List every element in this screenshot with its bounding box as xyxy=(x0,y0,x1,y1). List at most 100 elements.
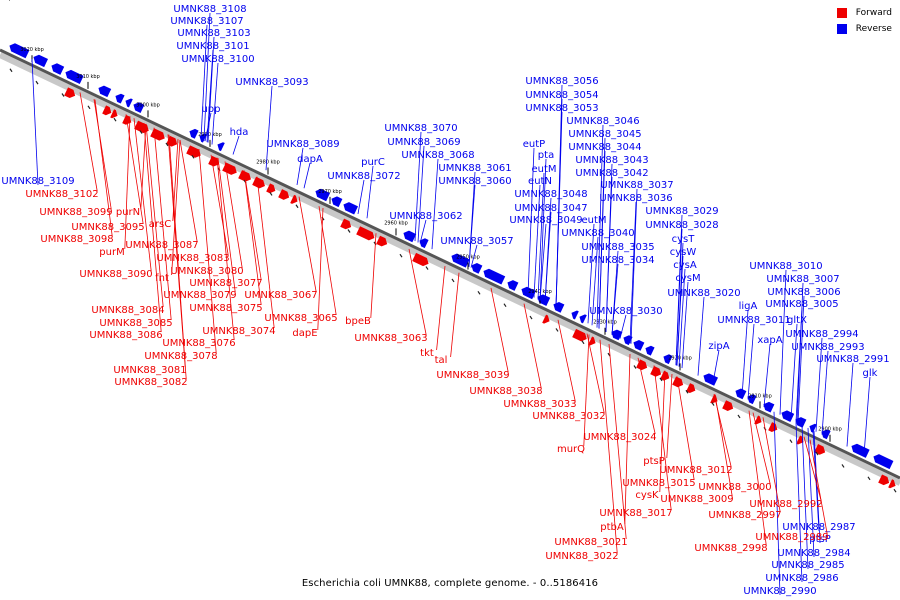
label-leader-line xyxy=(318,206,337,316)
map-caption: Escherichia coli UMNK88, complete genome… xyxy=(301,578,599,589)
reverse-gene xyxy=(821,429,831,440)
reverse-gene-label: UMNK88_3109 xyxy=(1,176,74,187)
label-leader-line xyxy=(544,211,552,303)
forward-gene-label: purN xyxy=(116,207,140,218)
forward-gene-label: UMNK88_3084 xyxy=(91,305,164,316)
kbp-tick-label: 2990 kbp xyxy=(198,132,222,138)
reverse-gene-label: UMNK88_3042 xyxy=(575,168,648,179)
reverse-swatch xyxy=(836,24,847,34)
reverse-gene xyxy=(51,63,65,75)
label-leader-line xyxy=(611,263,619,335)
label-leader-line xyxy=(659,370,666,493)
forward-gene xyxy=(814,444,826,455)
label-leader-line xyxy=(762,417,781,513)
label-leader-line xyxy=(490,287,509,373)
reverse-gene-label: UMNK88_3072 xyxy=(327,171,400,182)
forward-gene-label: UMNK88_2992 xyxy=(749,499,822,510)
label-leader-line xyxy=(629,201,637,344)
label-leader-line xyxy=(605,176,613,332)
label-leader-line xyxy=(586,333,605,414)
reverse-gene xyxy=(521,286,537,300)
lower-mark xyxy=(35,80,39,85)
label-leader-line xyxy=(676,376,695,481)
reverse-gene-label: eutP xyxy=(523,139,545,150)
reverse-gene xyxy=(571,310,579,320)
kbp-tick-label: 3010 kbp xyxy=(76,74,100,80)
reverse-gene xyxy=(331,196,343,208)
forward-gene-label: UMNK88_3079 xyxy=(163,290,236,301)
forward-gene-label: bpeB xyxy=(345,316,371,327)
lower-mark xyxy=(581,340,585,345)
forward-gene-label: UMNK88_3082 xyxy=(114,377,187,388)
reverse-gene-label: UMNK88_3040 xyxy=(561,228,634,239)
forward-gene xyxy=(266,183,276,194)
lower-mark xyxy=(61,93,65,97)
label-leader-line xyxy=(675,228,683,366)
reverse-gene-label: purC xyxy=(361,157,385,168)
reverse-gene xyxy=(189,128,199,139)
label-leader-line xyxy=(863,376,871,455)
label-leader-line xyxy=(598,150,606,329)
reverse-gene-label: UMNK88_3107 xyxy=(170,16,243,27)
reverse-gene-label: UMNK88_3101 xyxy=(176,41,249,52)
legend-reverse: Reverse xyxy=(836,24,892,34)
forward-gene xyxy=(650,366,662,377)
label-leader-line xyxy=(224,161,243,269)
lower-mark xyxy=(87,105,91,110)
label-leader-line xyxy=(124,116,131,250)
forward-gene-label: UMNK88_3085 xyxy=(99,318,172,329)
label-leader-line xyxy=(681,281,689,369)
label-leader-line xyxy=(370,233,377,319)
reverse-gene xyxy=(33,54,49,68)
reverse-gene xyxy=(781,410,795,422)
lower-mark xyxy=(165,142,169,147)
label-leader-line xyxy=(779,269,787,415)
kbp-tick-label: 2930 kbp xyxy=(593,320,617,326)
lower-mark xyxy=(477,290,481,295)
forward-gene xyxy=(134,120,149,134)
forward-gene-label: UMNK88_3102 xyxy=(25,189,98,200)
label-leader-line xyxy=(296,147,304,186)
reverse-gene xyxy=(507,280,519,291)
legend: Forward Reverse xyxy=(836,8,892,40)
reverse-gene xyxy=(9,43,30,59)
forward-gene-label: dapE xyxy=(292,328,317,339)
reverse-gene-label: UMNK88_3005 xyxy=(765,299,838,310)
reverse-gene-label: UMNK88_3044 xyxy=(568,142,641,153)
label-leader-line xyxy=(468,184,476,267)
forward-gene-label: UMNK88_3063 xyxy=(354,333,427,344)
label-leader-line xyxy=(303,162,311,189)
reverse-gene-label: UMNK88_3030 xyxy=(589,306,662,317)
forward-gene-label: UMNK88_3039 xyxy=(436,370,509,381)
reverse-gene-label: eutM xyxy=(581,215,606,226)
reverse-gene xyxy=(645,345,655,356)
lower-mark xyxy=(295,204,299,209)
reverse-gene-label: UMNK88_3061 xyxy=(438,163,511,174)
reverse-gene-label: UMNK88_2985 xyxy=(771,560,844,571)
label-leader-line xyxy=(714,394,733,497)
label-leader-line xyxy=(676,255,684,366)
lower-mark xyxy=(711,402,715,406)
reverse-gene-label: UMNK88_3010 xyxy=(749,261,822,272)
forward-gene-label: purM xyxy=(99,247,124,258)
forward-gene xyxy=(768,422,778,432)
reverse-gene-label: upp xyxy=(201,104,220,115)
label-leader-line xyxy=(712,349,720,383)
reverse-gene xyxy=(315,188,331,202)
reverse-gene xyxy=(795,417,807,428)
label-leader-line xyxy=(243,170,262,306)
reverse-gene xyxy=(133,102,145,113)
gene-features xyxy=(9,43,896,489)
label-leader-line xyxy=(523,303,542,389)
reverse-gene xyxy=(633,340,645,351)
label-leader-line xyxy=(211,62,219,145)
label-leader-line xyxy=(145,123,164,308)
label-leader-line xyxy=(232,135,240,155)
forward-gene-label: UMNK88_3022 xyxy=(545,551,618,562)
label-leader-line xyxy=(168,134,187,380)
reverse-gene-label: UMNK88_3062 xyxy=(389,211,462,222)
backbone-shadow xyxy=(0,52,900,486)
lower-mark xyxy=(633,365,637,369)
label-leader-line xyxy=(624,354,631,525)
forward-gene xyxy=(376,235,388,247)
